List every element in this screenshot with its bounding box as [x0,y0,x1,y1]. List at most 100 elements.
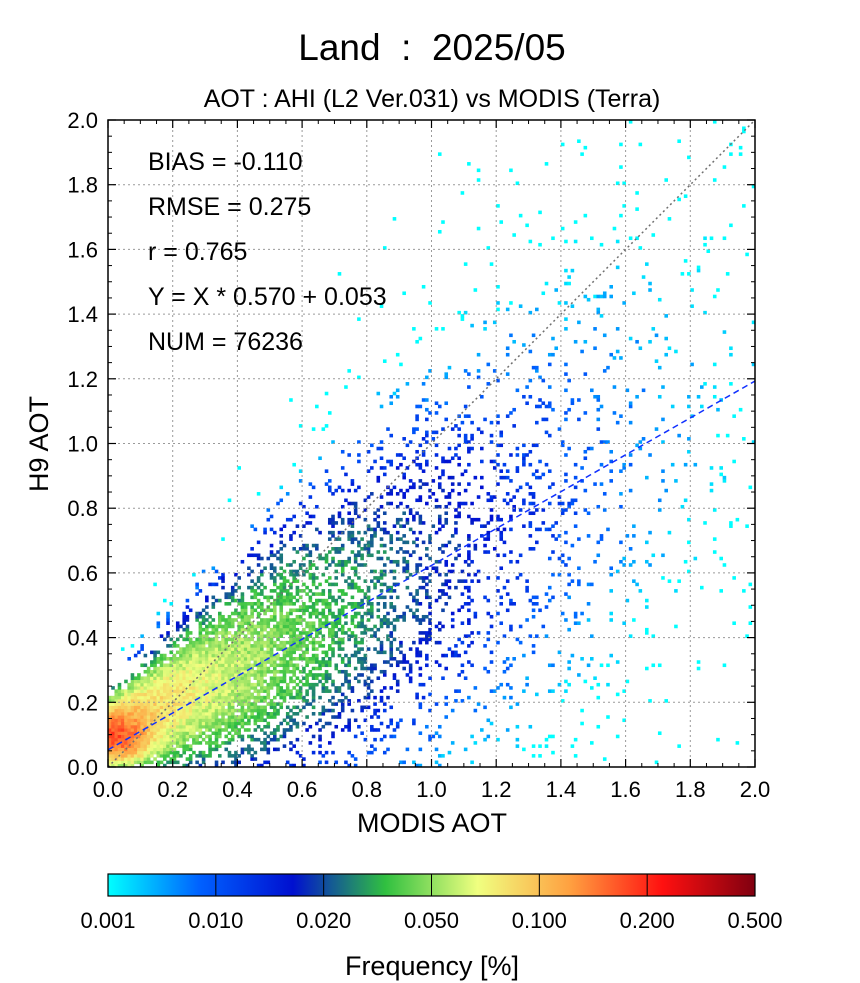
heatmap-cell [124,679,128,684]
heatmap-cell [441,456,445,461]
heatmap-cell [169,682,174,687]
heatmap-cell [654,333,659,338]
heatmap-cell [227,650,232,655]
heatmap-cell [619,469,623,473]
heatmap-cell [120,721,125,726]
heatmap-cell [298,547,303,551]
heatmap-cell [722,563,727,567]
heatmap-cell [243,689,248,693]
heatmap-cell [373,647,377,651]
heatmap-cell [230,595,235,600]
heatmap-cell [337,514,342,519]
heatmap-cell [340,640,345,645]
heatmap-cell [421,579,426,583]
heatmap-cell [237,692,241,697]
heatmap-cell [217,663,222,668]
heatmap-cell [247,715,251,719]
heatmap-cell [114,689,119,693]
heatmap-cell [441,327,445,331]
heatmap-cell [256,657,261,661]
heatmap-cell [305,660,309,664]
heatmap-cell [256,676,261,680]
heatmap-cell [560,443,565,448]
heatmap-cell [182,682,186,687]
heatmap-cell [211,692,216,697]
heatmap-cell [260,644,264,648]
heatmap-cell [628,462,633,467]
heatmap-cell [463,501,468,506]
heatmap-cell [531,744,536,748]
heatmap-cell [441,582,445,587]
heatmap-cell [418,585,423,590]
heatmap-cell [499,566,504,571]
heatmap-cell [298,708,303,713]
heatmap-cell [357,543,361,548]
heatmap-cell [130,724,135,729]
heatmap-cell [208,621,212,625]
heatmap-cell [137,699,141,703]
heatmap-cell [431,479,436,483]
heatmap-cell [622,181,626,186]
heatmap-cell [418,640,423,645]
heatmap-cell [373,666,377,671]
heatmap-cell [302,611,306,616]
heatmap-cell [425,417,429,422]
heatmap-cell [302,543,306,548]
heatmap-cell [211,747,216,752]
heatmap-cell [590,634,594,638]
heatmap-cell [405,443,410,448]
heatmap-cell [528,724,533,729]
heatmap-cell [130,728,135,732]
heatmap-cell [382,359,387,363]
heatmap-cell [159,695,164,700]
heatmap-cell [664,314,668,318]
heatmap-cell [331,640,335,645]
heatmap-cell [541,401,546,406]
heatmap-cell [289,637,293,642]
heatmap-cell [208,660,212,664]
heatmap-cell [124,695,128,700]
heatmap-cell [535,365,539,370]
heatmap-cell [331,611,335,616]
heatmap-cell [279,566,284,571]
heatmap-cell [260,640,264,645]
heatmap-cell [483,737,487,742]
heatmap-cell [285,614,290,619]
heatmap-cell [373,576,377,580]
heatmap-cell [156,666,161,671]
heatmap-cell [214,650,219,655]
heatmap-cell [412,427,416,431]
heatmap-cell [179,754,183,758]
heatmap-cell [260,608,264,613]
heatmap-cell [541,521,546,525]
heatmap-cell [243,634,248,638]
heatmap-cell [272,657,277,661]
heatmap-cell [515,737,520,742]
heatmap-cell [205,663,209,668]
heatmap-cell [224,640,229,645]
heatmap-cell [130,682,135,687]
heatmap-cell [593,676,597,680]
heatmap-cell [234,760,238,765]
heatmap-cell [418,521,423,525]
heatmap-cell [486,246,491,250]
heatmap-cell [289,718,293,723]
heatmap-cell [276,631,280,635]
heatmap-cell [124,699,128,703]
heatmap-cell [234,644,238,648]
heatmap-cell [444,602,449,606]
heatmap-cell [635,443,639,448]
heatmap-cell [457,492,461,496]
heatmap-cell [253,657,258,661]
heatmap-cell [363,508,368,512]
heatmap-cell [690,288,694,292]
heatmap-cell [111,728,115,732]
heatmap-cell [473,686,478,690]
heatmap-cell [289,747,293,752]
heatmap-cell [175,744,180,748]
heatmap-cell [357,563,361,567]
heatmap-cell [279,547,284,551]
heatmap-cell [318,592,322,596]
heatmap-cell [289,763,293,768]
heatmap-cell [444,401,449,406]
